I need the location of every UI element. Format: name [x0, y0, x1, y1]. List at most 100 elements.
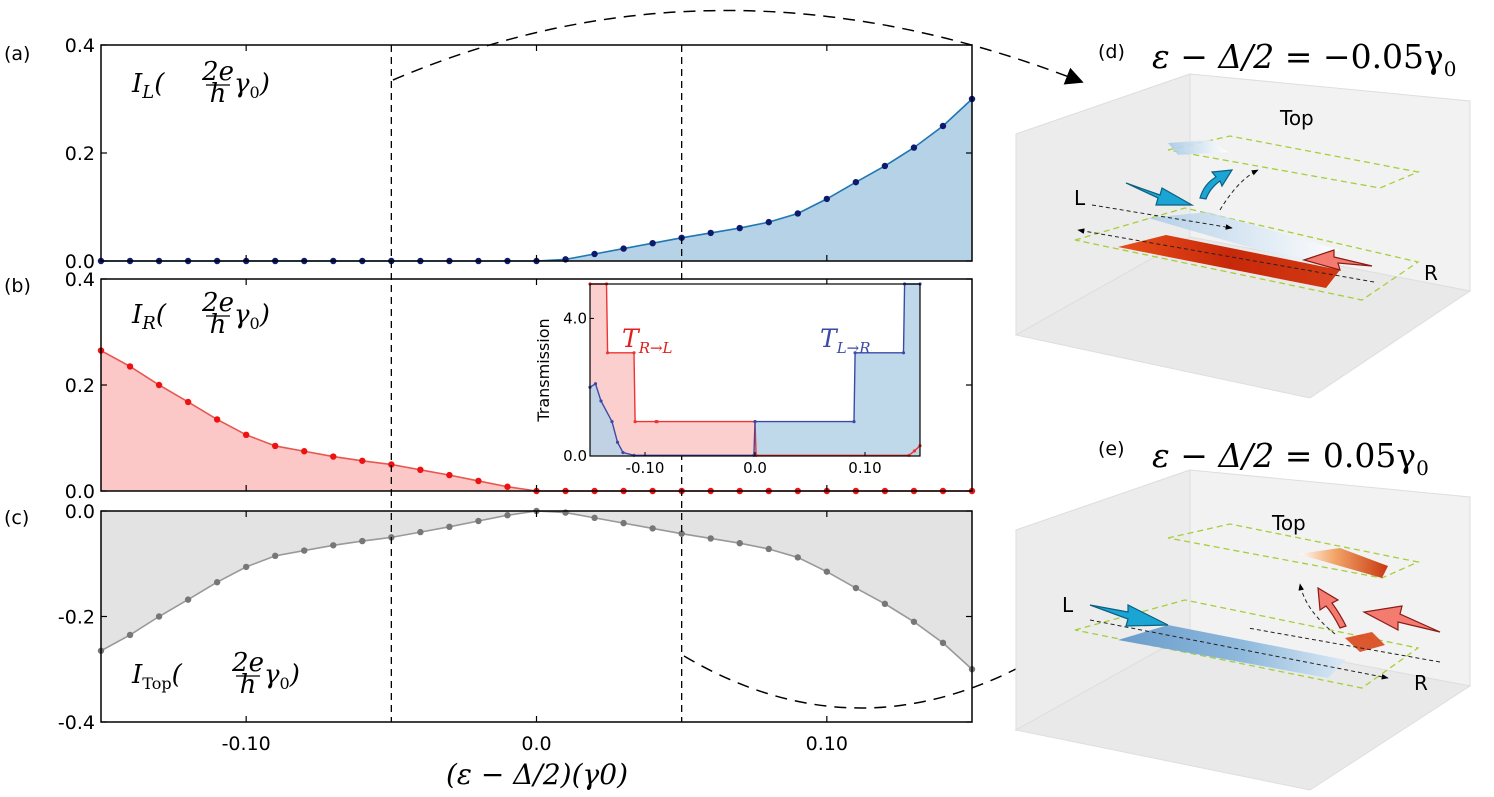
panel-d-cyan-arrow-up [1199, 169, 1234, 200]
inset-series-label-lr: TL→R [820, 324, 871, 357]
data-point [184, 596, 192, 603]
data-point [330, 542, 337, 549]
annotation-tail-symbol: γ [234, 69, 250, 99]
panel-e-right-lead-label: R [1414, 671, 1428, 695]
connector-arc-to-d [392, 9, 1084, 85]
y-tick-label: 0.0 [65, 481, 95, 503]
panel-b-annotation-subscript: R [141, 313, 156, 334]
data-point [678, 530, 685, 537]
panel-c: (c) 0.0 -0.2 -0.4 -0.10 0.0 0.10 ITop( (ε − … [4, 501, 976, 791]
data-point [184, 398, 192, 406]
inset-x-tick-label: 0.0 [743, 459, 767, 477]
transmission-inset: Transmission -0.10 0.0 0.104.00.0 TR→L TL→… [534, 282, 922, 477]
data-point [155, 381, 163, 389]
data-point [359, 457, 366, 464]
data-point [765, 545, 772, 553]
inset-data-point [615, 440, 620, 444]
fraction-numerator: 2e [201, 288, 234, 318]
panel-d-left-lead-line [1091, 204, 1233, 230]
inset-y-tick-label: 0.0 [563, 447, 587, 465]
panel-c-yticks: 0.0 -0.2 -0.4 [58, 501, 972, 734]
data-point [852, 584, 860, 592]
panel-e-return-line [1247, 627, 1441, 663]
panel-b-yticks: 0.4 0.2 0.0 [65, 269, 972, 503]
panel-a-annotation: IL( [131, 69, 165, 103]
panel-e-title-rhs: 0.05γ [1323, 436, 1416, 475]
panel-b-tag: (b) [4, 275, 31, 297]
data-point [736, 224, 743, 232]
panel-d-top-label: Top [1279, 106, 1314, 130]
data-point [475, 517, 482, 525]
panel-e-title-sub: 0 [1416, 456, 1429, 480]
x-tick-label: 0.10 [806, 733, 848, 755]
panel-e-pink-arrow-in [1362, 605, 1441, 633]
panel-1-area-fill [101, 350, 972, 491]
x-axis-label: (ε − Δ/2)(γ0) [446, 758, 628, 791]
panel-c-plot-area [97, 507, 976, 673]
panel-a-annotation-subscript: L [141, 82, 154, 103]
panel-e-title: ε − Δ/2 = 0.05γ0 [1152, 436, 1429, 480]
inset-data-point [599, 399, 603, 403]
data-point [794, 554, 801, 561]
panel-e-top-red-strip [1298, 548, 1388, 578]
panel-d-vertical-hop [1219, 169, 1259, 211]
panel-e-pink-arrow-up [1317, 586, 1347, 629]
inset-series-rl-subscript: R→L [638, 339, 673, 357]
panel-d-3d-view: (d) ε − Δ/2 = −0.05γ0 Top L R [1014, 37, 1472, 399]
y-tick-label: -0.4 [58, 712, 95, 734]
panel-e-bottom-plane [1074, 599, 1420, 689]
data-point [939, 122, 947, 130]
fraction-numerator: 2e [231, 648, 264, 678]
annotation-tail-subscript: 0 [250, 314, 260, 333]
panel-c-tag: (c) [4, 507, 29, 529]
inset-data-point [606, 351, 610, 355]
y-tick-label: 0.2 [65, 375, 95, 397]
annotation-tail-symbol: γ [264, 660, 280, 690]
data-point [126, 363, 134, 370]
inset-series-rl-symbol: T [622, 324, 641, 353]
y-tick-label: 0.0 [65, 501, 95, 523]
panel-d-left-lead-label: L [1074, 186, 1086, 210]
inset-data-point [852, 420, 856, 424]
inset-y-tick-label: 4.0 [563, 309, 587, 327]
data-point [881, 600, 889, 608]
data-point [591, 250, 598, 258]
data-point [417, 466, 424, 473]
inset-series-lr-symbol: T [820, 324, 839, 353]
panel-d-title-sub: 0 [1444, 57, 1457, 81]
data-point [417, 528, 424, 536]
data-point [823, 195, 831, 203]
panel-d-bottom-plane [1074, 207, 1420, 301]
inset-series-lr-subscript: L→R [836, 339, 871, 357]
data-point [242, 563, 250, 571]
annotation-tail-subscript: 0 [250, 83, 260, 102]
inset-data-point [632, 351, 636, 355]
x-tick-label: 0.0 [521, 733, 551, 755]
panel-d-return-line [1077, 228, 1375, 283]
fraction-numerator: 2e [201, 57, 234, 87]
data-point [910, 618, 918, 625]
panel-e-tag: (e) [1098, 438, 1125, 460]
annotation-tail-symbol: γ [234, 300, 250, 330]
inset-data-point [610, 420, 614, 424]
panel-e-3d-view: (e) ε − Δ/2 = 0.05γ0 Top L R [1014, 436, 1472, 791]
data-point [330, 453, 337, 460]
inset-ylabel: Transmission [534, 318, 553, 422]
y-tick-label: 0.4 [65, 269, 95, 291]
inset-x-tick-label: 0.10 [848, 459, 881, 477]
data-point [301, 448, 308, 455]
inset-data-point [753, 420, 757, 424]
annotation-tail: γ0) [264, 660, 300, 693]
panel-b: (b) 0.4 0.2 0.0 IR( [4, 269, 976, 503]
y-tick-label: 0.2 [65, 143, 95, 165]
data-point [242, 431, 250, 439]
y-tick-label: 0.4 [65, 35, 95, 57]
panel-c-annotation: ITop( [131, 660, 183, 693]
panel-c-annotation-symbol: I [131, 660, 143, 690]
panel-e-top-label: Top [1271, 511, 1306, 535]
panel-e-vertical-hop [1298, 583, 1336, 635]
fraction-denominator: h [240, 670, 257, 700]
connector-arc-to-e [683, 655, 1042, 709]
inset-data-point [621, 450, 625, 455]
data-point [359, 537, 366, 545]
